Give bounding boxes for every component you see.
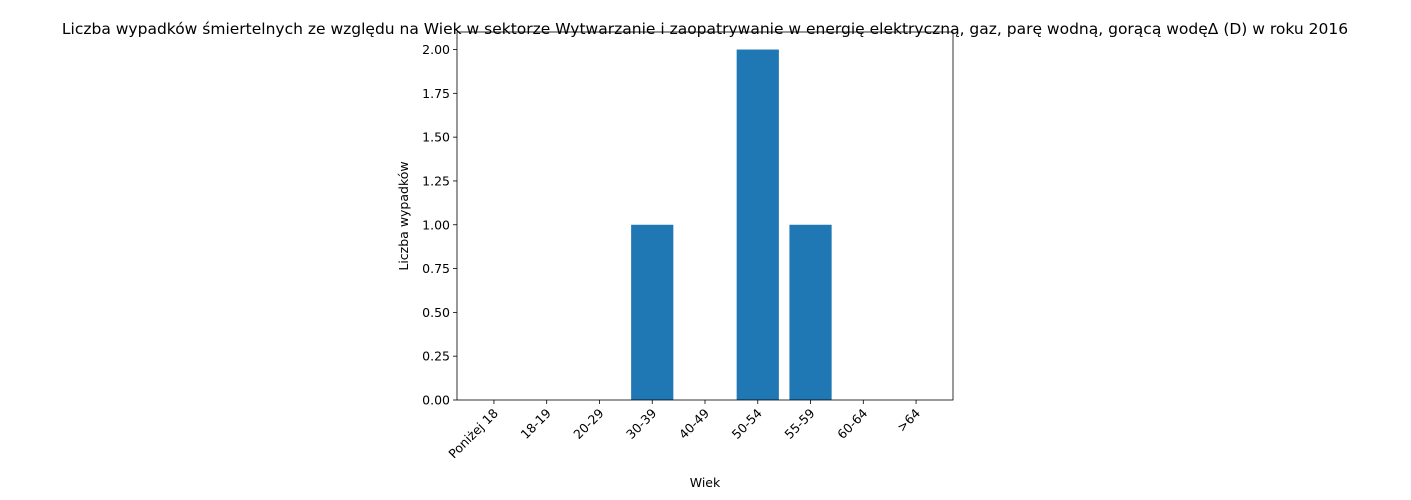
bars <box>631 49 832 401</box>
y-tick-label-0: 0.00 <box>422 393 450 408</box>
x-tick-label-0: Poniżej 18 <box>445 405 501 461</box>
x-tick-label-7: 60-64 <box>834 405 870 441</box>
plot-frame <box>456 31 954 401</box>
y-axis: 0.00 0.25 0.50 0.75 1.00 1.25 1.50 1.75 2.00 <box>422 42 457 408</box>
x-axis: Poniżej 18 18-19 20-29 30-39 40-49 50-54 55-59… <box>445 400 923 461</box>
y-axis-label: Liczba wypadków <box>396 161 411 270</box>
y-tick-label-7: 1.75 <box>422 86 450 101</box>
y-tick-label-1: 0.25 <box>422 349 450 364</box>
x-axis-label: Wiek <box>690 475 721 490</box>
y-tick-label-3: 0.75 <box>422 261 450 276</box>
y-tick-label-8: 2.00 <box>422 42 450 57</box>
chart-title: Liczba wypadków śmiertelnych ze względu … <box>62 20 1348 38</box>
y-tick-label-2: 0.50 <box>422 305 450 320</box>
x-tick-label-4: 40-49 <box>676 405 712 441</box>
x-tick-label-8: >64 <box>894 405 923 434</box>
x-tick-label-6: 55-59 <box>781 405 817 441</box>
bar-5 <box>736 49 779 401</box>
x-tick-label-3: 30-39 <box>623 405 659 441</box>
y-tick-label-5: 1.25 <box>422 173 450 188</box>
y-tick-label-6: 1.50 <box>422 130 450 145</box>
y-tick-label-4: 1.00 <box>422 217 450 232</box>
bar-3 <box>631 224 674 400</box>
x-tick-label-2: 20-29 <box>570 405 606 441</box>
bar-6 <box>789 224 832 400</box>
x-tick-label-1: 18-19 <box>518 405 554 441</box>
x-tick-label-5: 50-54 <box>729 405 765 441</box>
